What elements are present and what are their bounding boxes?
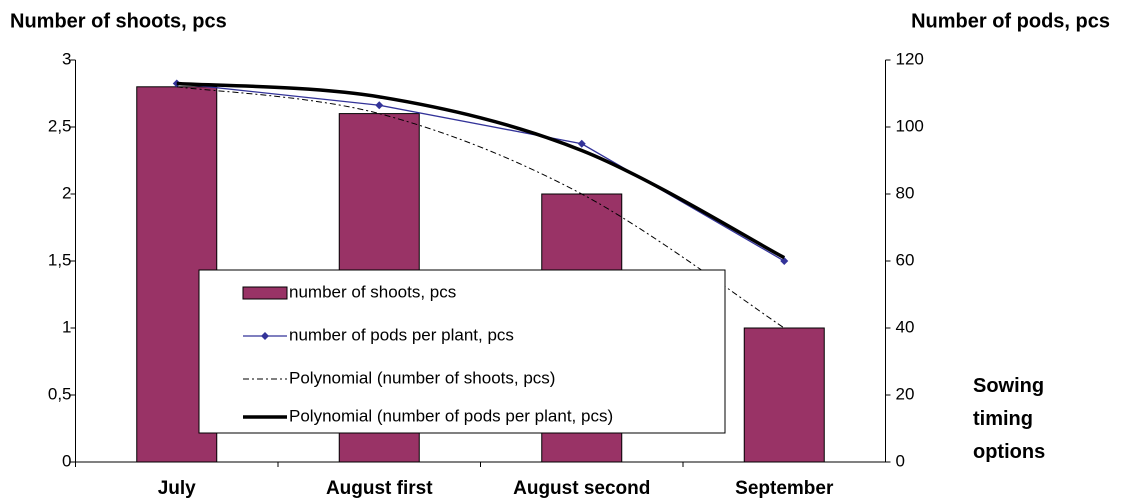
y2-tick-label: 100 [896,116,924,135]
x-tick-label: July [158,478,196,499]
legend-swatch [242,286,288,300]
trend-line [176,81,786,260]
trend-line [176,86,785,329]
y-tick-label: 1 [62,317,71,336]
bar [743,327,825,463]
legend-marker [261,332,269,340]
y2-tick-label: 20 [896,384,915,403]
x-tick-label: August second [513,478,650,499]
y-tick-label: 0 [62,451,71,470]
y-axis-title: Number of shoots, pcs [10,10,227,32]
y2-axis-title: Number of pods, pcs [911,10,1110,32]
y2-tick-label: 0 [896,451,905,470]
y2-tick-label: 80 [896,183,915,202]
x-tick-label: September [735,478,834,499]
line [176,82,785,262]
y-tick-label: 2,5 [48,116,72,135]
legend-label: number of pods per plant, pcs [289,325,514,344]
legend-label: Polynomial (number of shoots, pcs) [289,368,555,387]
line-marker [375,101,384,110]
y2-tick-label: 60 [896,250,915,269]
x-axis-title: Sowing timing options [973,375,1046,463]
y-tick-label: 1,5 [48,250,72,269]
legend-label: Polynomial (number of pods per plant, pc… [289,406,613,425]
line-marker [577,139,586,148]
y-tick-label: 0,5 [48,384,72,403]
y-tick-label: 3 [62,49,71,68]
legend-label: number of shoots, pcs [289,282,456,301]
y2-tick-label: 40 [896,317,915,336]
line-marker [780,257,789,265]
y2-tick-label: 120 [896,49,924,68]
y-tick-label: 2 [62,183,71,202]
x-tick-label: August first [326,478,433,499]
